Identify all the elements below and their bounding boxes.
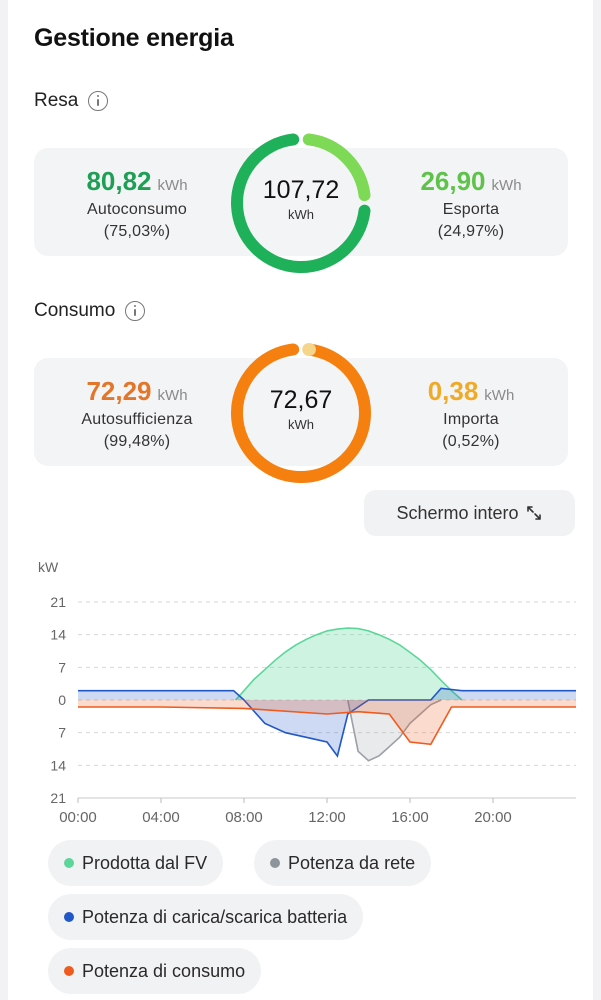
y-axis-ticks: 21 14 7 0 7 14 21	[50, 594, 66, 806]
esporta-percent: (24,97%)	[437, 223, 505, 240]
autosufficienza-unit: kWh	[157, 387, 188, 404]
legend-dot	[64, 966, 74, 976]
y-tick-label: 14	[50, 627, 66, 643]
series-area	[347, 700, 442, 761]
x-tick-label: 00:00	[59, 809, 97, 826]
consumo-stat-box	[34, 358, 568, 466]
legend-label: Prodotta dal FV	[82, 852, 208, 873]
resa-total-value: 107,72	[262, 176, 340, 204]
importa-label: Importa	[443, 411, 499, 428]
autosufficienza-percent: (99,48%)	[103, 433, 171, 450]
y-tick-label: 7	[58, 659, 66, 675]
resa-label: Resa	[34, 90, 79, 111]
x-tick-label: 12:00	[308, 809, 346, 826]
legend-label: Potenza di consumo	[82, 960, 246, 981]
legend-item-pv[interactable]: Prodotta dal FV	[48, 840, 224, 886]
resa-total-unit: kWh	[288, 207, 314, 222]
x-tick-label: 08:00	[225, 809, 263, 826]
info-icon[interactable]	[125, 301, 146, 321]
power-chart: kW 21 14 7 0 7 14 21 00:00 04:00 08:00 12:00 16:00…	[38, 559, 576, 826]
page-title: Gestione energia	[34, 24, 234, 52]
y-tick-label: 21	[50, 790, 66, 806]
legend-dot	[64, 912, 74, 922]
legend-item-consumption[interactable]: Potenza di consumo	[48, 948, 262, 994]
autoconsumo-value: 80,82	[86, 166, 152, 196]
y-tick-label: 7	[58, 725, 66, 741]
autoconsumo-label: Autoconsumo	[86, 201, 188, 218]
resa-total: 107,72 kWh	[226, 176, 376, 222]
series-line	[235, 627, 463, 701]
series-line	[78, 706, 576, 746]
series-area	[78, 700, 576, 745]
importa-stat: 0,38 kWh Importa (0,52%)	[386, 376, 556, 451]
autosufficienza-value: 72,29	[86, 376, 152, 406]
consumo-ring-main-arc	[231, 343, 371, 483]
consumo-ring	[231, 342, 371, 483]
x-tick-label: 20:00	[474, 809, 512, 826]
autosufficienza-label: Autosufficienza	[81, 411, 193, 428]
esporta-value: 26,90	[420, 166, 486, 196]
y-axis-unit: kW	[38, 559, 59, 575]
resa-ring-main-arc	[231, 133, 371, 273]
resa-section-label: Resa	[34, 90, 109, 112]
autoconsumo-percent: (75,03%)	[103, 223, 171, 240]
consumo-total-value: 72,67	[269, 386, 333, 414]
esporta-label: Esporta	[442, 201, 500, 218]
legend-item-grid[interactable]: Potenza da rete	[254, 840, 432, 886]
info-icon[interactable]	[88, 91, 109, 111]
x-tick-label: 04:00	[142, 809, 180, 826]
y-tick-label: 14	[50, 757, 66, 773]
y-tick-label: 21	[50, 594, 66, 610]
consumo-total-unit: kWh	[288, 417, 314, 432]
esporta-stat: 26,90 kWh Esporta (24,97%)	[386, 166, 556, 241]
series-line	[78, 687, 576, 758]
series-area	[235, 628, 462, 700]
autoconsumo-stat: 80,82 kWh Autoconsumo (75,03%)	[52, 166, 222, 241]
chart-series	[78, 627, 576, 762]
resa-stat-box	[34, 148, 568, 256]
autoconsumo-unit: kWh	[157, 177, 188, 194]
resa-ring-secondary-arc	[302, 133, 371, 202]
series-line	[347, 699, 442, 762]
importa-value: 0,38	[427, 376, 479, 406]
legend-dot	[270, 858, 280, 868]
consumo-total: 72,67 kWh	[226, 386, 376, 432]
legend-item-battery[interactable]: Potenza di carica/scarica batteria	[48, 894, 364, 940]
consumo-label: Consumo	[34, 300, 116, 321]
resa-ring	[231, 133, 371, 273]
legend-label: Potenza da rete	[288, 852, 416, 873]
x-axis-ticks: 00:00 04:00 08:00 12:00 16:00 20:00	[59, 798, 512, 826]
esporta-unit: kWh	[491, 177, 522, 194]
legend-label: Potenza di carica/scarica batteria	[82, 906, 348, 927]
fullscreen-button[interactable]: Schermo intero	[364, 490, 575, 536]
fullscreen-label: Schermo intero	[396, 502, 519, 523]
legend-dot	[64, 858, 74, 868]
importa-unit: kWh	[484, 387, 515, 404]
y-tick-label: 0	[58, 692, 66, 708]
series-area	[78, 688, 576, 756]
consumo-section-label: Consumo	[34, 300, 146, 322]
autosufficienza-stat: 72,29 kWh Autosufficienza (99,48%)	[52, 376, 222, 451]
expand-icon	[526, 506, 541, 520]
energy-card: Gestione energia Resa 80,82 kWh Autoconsu…	[8, 0, 593, 1000]
x-tick-label: 16:00	[391, 809, 429, 826]
importa-percent: (0,52%)	[442, 433, 500, 450]
